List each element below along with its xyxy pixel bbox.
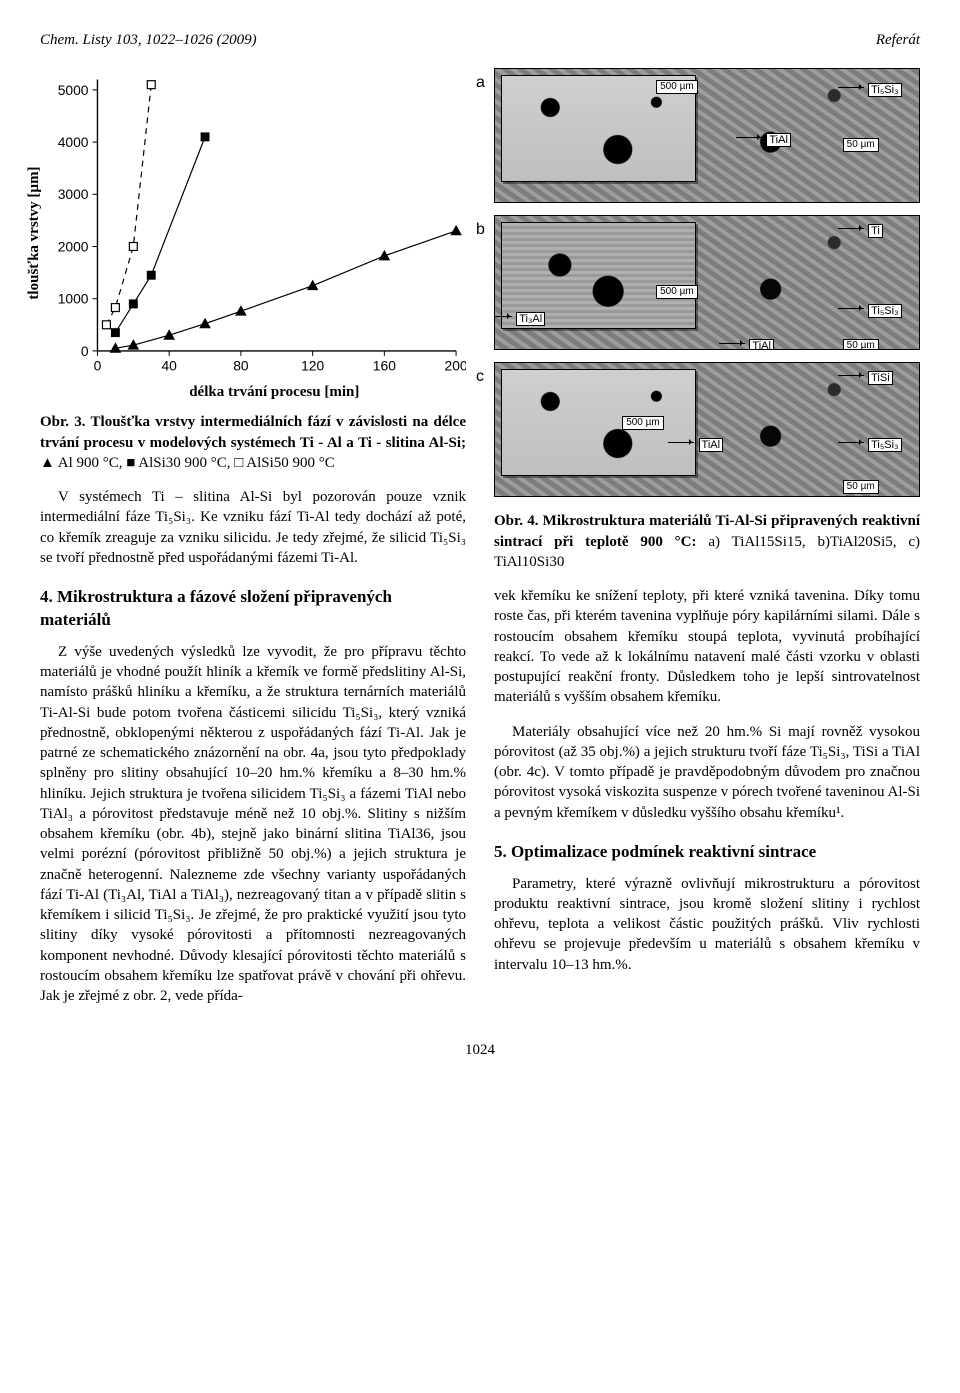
phase-label: Ti₅Si₃ xyxy=(868,438,901,452)
micrograph-panel-c: cTiSiTi₅Si₃TiAl500 µm50 µm xyxy=(494,362,920,497)
scale-bar: 500 µm xyxy=(656,285,698,299)
paragraph-5: Parametry, které výrazně ovlivňují mikro… xyxy=(494,874,920,975)
svg-text:1000: 1000 xyxy=(58,291,89,307)
svg-text:3000: 3000 xyxy=(58,186,89,202)
phase-label: TiSi xyxy=(868,371,893,385)
micrograph-image: TiSi Ti₅Si₃ TiAl 500 µm 50 µm xyxy=(494,362,920,497)
figure-3-caption-strong: Obr. 3. Tloušťka vrstvy intermediálních … xyxy=(40,414,466,450)
phase-label: Ti xyxy=(868,224,883,238)
phase-label: TiAl xyxy=(749,339,774,351)
svg-text:200: 200 xyxy=(445,358,466,374)
micrograph-image: Ti₅Si₃ TiAl 500 µm 50 µm xyxy=(494,68,920,203)
phase-label: Ti₅Si₃ xyxy=(868,304,901,318)
scale-bar: 50 µm xyxy=(843,138,879,152)
figure-4-caption: Obr. 4. Mikrostruktura materiálů Ti-Al-S… xyxy=(494,511,920,572)
micrograph-panel-a: aTi₅Si₃TiAl500 µm50 µm xyxy=(494,68,920,203)
phase-label: TiAl xyxy=(699,438,724,452)
svg-text:80: 80 xyxy=(233,358,249,374)
scale-bar: 500 µm xyxy=(656,80,698,94)
paragraph-2: Z výše uvedených výsledků lze vyvodit, ž… xyxy=(40,642,466,1007)
header-right: Referát xyxy=(876,30,920,50)
svg-text:0: 0 xyxy=(94,358,102,374)
svg-text:5000: 5000 xyxy=(58,82,89,98)
svg-text:120: 120 xyxy=(301,358,324,374)
y-axis-label: tloušťka vrstvy [µm] xyxy=(24,167,44,300)
phase-label: Ti₅Si₃ xyxy=(868,83,901,97)
page-number: 1024 xyxy=(40,1040,920,1060)
paragraph-3: vek křemíku ke snížení teploty, při kter… xyxy=(494,586,920,708)
panel-letter: b xyxy=(476,219,485,241)
svg-text:40: 40 xyxy=(161,358,177,374)
figure-3-caption-tail: ▲ Al 900 °C, ■ AlSi30 900 °C, □ AlSi50 9… xyxy=(40,455,335,471)
scale-bar: 50 µm xyxy=(843,339,879,351)
x-axis-label: délka trvání procesu [min] xyxy=(189,382,359,402)
micrograph-image: Ti Ti₃Al TiAl Ti₅Si₃ 500 µm 50 µm xyxy=(494,215,920,350)
running-head: Chem. Listy 103, 1022–1026 (2009) Referá… xyxy=(40,30,920,50)
section-4-heading: 4. Mikrostruktura a fázové složení připr… xyxy=(40,586,466,632)
svg-text:2000: 2000 xyxy=(58,239,89,255)
svg-text:0: 0 xyxy=(81,343,89,359)
phase-label: TiAl xyxy=(766,133,791,147)
header-left: Chem. Listy 103, 1022–1026 (2009) xyxy=(40,30,257,50)
figure-3-caption: Obr. 3. Tloušťka vrstvy intermediálních … xyxy=(40,412,466,473)
chart-svg: 04080120160200010002000300040005000 xyxy=(40,68,466,398)
scale-bar: 500 µm xyxy=(622,416,664,430)
svg-text:160: 160 xyxy=(373,358,396,374)
panel-letter: c xyxy=(476,366,484,388)
paragraph-4: Materiály obsahující více než 20 hm.% Si… xyxy=(494,722,920,823)
scale-bar: 50 µm xyxy=(843,480,879,494)
svg-text:4000: 4000 xyxy=(58,134,89,150)
micrograph-panel-b: bTiTi₃AlTiAlTi₅Si₃500 µm50 µm xyxy=(494,215,920,350)
figure-4-micrographs: aTi₅Si₃TiAl500 µm50 µmbTiTi₃AlTiAlTi₅Si₃… xyxy=(494,68,920,497)
panel-letter: a xyxy=(476,72,485,94)
section-5-heading: 5. Optimalizace podmínek reaktivní sintr… xyxy=(494,841,920,864)
right-column: aTi₅Si₃TiAl500 µm50 µmbTiTi₃AlTiAlTi₅Si₃… xyxy=(494,68,920,1020)
phase-label: Ti₃Al xyxy=(516,312,545,326)
left-column: tloušťka vrstvy [µm] délka trvání proces… xyxy=(40,68,466,1020)
figure-3-chart: tloušťka vrstvy [µm] délka trvání proces… xyxy=(40,68,466,398)
paragraph-1: V systémech Ti – slitina Al-Si byl pozor… xyxy=(40,487,466,568)
